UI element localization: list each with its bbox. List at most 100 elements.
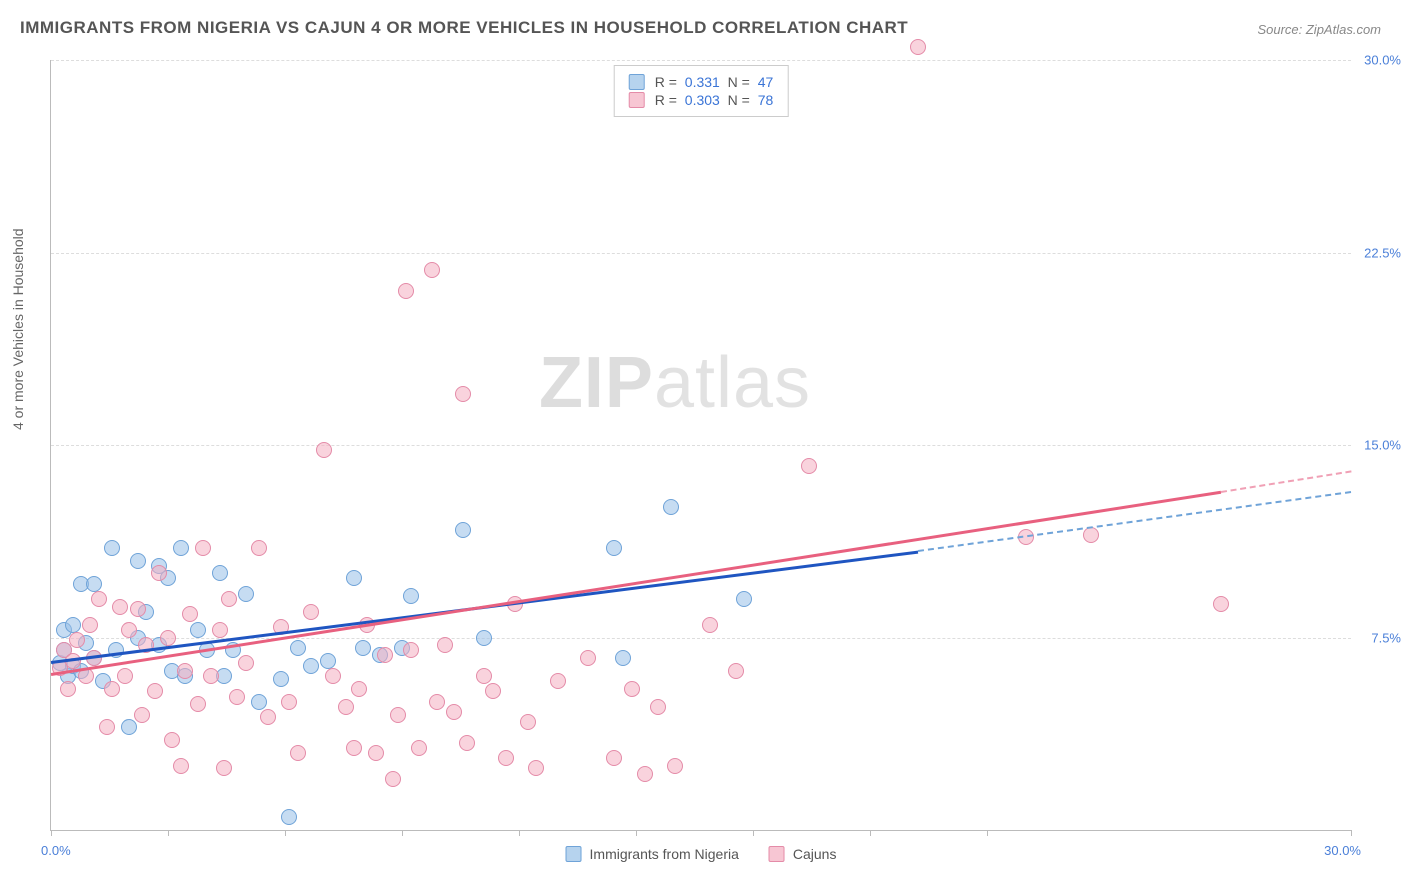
swatch-series-b xyxy=(769,846,785,862)
data-point xyxy=(65,617,81,633)
data-point xyxy=(606,750,622,766)
data-point xyxy=(437,637,453,653)
data-point xyxy=(212,565,228,581)
data-point xyxy=(580,650,596,666)
data-point xyxy=(520,714,536,730)
data-point xyxy=(281,694,297,710)
x-axis-tick xyxy=(285,830,286,836)
data-point xyxy=(606,540,622,556)
trend-line xyxy=(918,491,1352,552)
data-point xyxy=(130,601,146,617)
data-point xyxy=(91,591,107,607)
data-point xyxy=(212,622,228,638)
series-legend: Immigrants from Nigeria Cajuns xyxy=(566,846,837,862)
data-point xyxy=(130,553,146,569)
data-point xyxy=(121,622,137,638)
data-point xyxy=(476,630,492,646)
data-point xyxy=(60,681,76,697)
trend-line xyxy=(51,491,1221,676)
legend-item: Cajuns xyxy=(769,846,837,862)
legend-row: R = 0.331 N = 47 xyxy=(629,74,774,90)
x-axis-tick xyxy=(1351,830,1352,836)
data-point xyxy=(736,591,752,607)
data-point xyxy=(528,760,544,776)
gridline xyxy=(51,60,1351,61)
data-point xyxy=(273,671,289,687)
chart-title: IMMIGRANTS FROM NIGERIA VS CAJUN 4 OR MO… xyxy=(20,18,908,38)
data-point xyxy=(160,630,176,646)
data-point xyxy=(104,681,120,697)
data-point xyxy=(99,719,115,735)
data-point xyxy=(351,681,367,697)
x-axis-tick xyxy=(402,830,403,836)
data-point xyxy=(446,704,462,720)
data-point xyxy=(177,663,193,679)
data-point xyxy=(498,750,514,766)
data-point xyxy=(667,758,683,774)
data-point xyxy=(663,499,679,515)
data-point xyxy=(164,732,180,748)
data-point xyxy=(398,283,414,299)
data-point xyxy=(260,709,276,725)
scatter-plot-area: ZIPatlas R = 0.331 N = 47 R = 0.303 N = … xyxy=(50,60,1351,831)
y-axis-tick-label: 22.5% xyxy=(1364,245,1401,260)
data-point xyxy=(637,766,653,782)
trend-line xyxy=(1221,471,1351,494)
data-point xyxy=(173,758,189,774)
data-point xyxy=(1213,596,1229,612)
swatch-series-a xyxy=(629,74,645,90)
data-point xyxy=(82,617,98,633)
data-point xyxy=(429,694,445,710)
data-point xyxy=(216,760,232,776)
data-point xyxy=(702,617,718,633)
legend-item: Immigrants from Nigeria xyxy=(566,846,739,862)
x-axis-tick xyxy=(51,830,52,836)
x-axis-tick xyxy=(636,830,637,836)
data-point xyxy=(251,540,267,556)
data-point xyxy=(134,707,150,723)
data-point xyxy=(86,576,102,592)
data-point xyxy=(117,668,133,684)
data-point xyxy=(303,604,319,620)
data-point xyxy=(650,699,666,715)
gridline xyxy=(51,445,1351,446)
data-point xyxy=(251,694,267,710)
data-point xyxy=(910,39,926,55)
data-point xyxy=(238,655,254,671)
gridline xyxy=(51,253,1351,254)
data-point xyxy=(338,699,354,715)
data-point xyxy=(411,740,427,756)
data-point xyxy=(112,599,128,615)
data-point xyxy=(173,540,189,556)
x-axis-tick xyxy=(519,830,520,836)
x-axis-tick xyxy=(987,830,988,836)
data-point xyxy=(377,647,393,663)
x-axis-min-label: 0.0% xyxy=(41,843,71,858)
data-point xyxy=(801,458,817,474)
swatch-series-b xyxy=(629,92,645,108)
x-axis-tick xyxy=(753,830,754,836)
data-point xyxy=(1083,527,1099,543)
data-point xyxy=(424,262,440,278)
data-point xyxy=(190,622,206,638)
data-point xyxy=(104,540,120,556)
data-point xyxy=(121,719,137,735)
data-point xyxy=(346,570,362,586)
data-point xyxy=(195,540,211,556)
data-point xyxy=(182,606,198,622)
y-axis-tick-label: 15.0% xyxy=(1364,438,1401,453)
x-axis-tick xyxy=(870,830,871,836)
correlation-legend: R = 0.331 N = 47 R = 0.303 N = 78 xyxy=(614,65,789,117)
y-axis-label: 4 or more Vehicles in Household xyxy=(10,228,26,430)
data-point xyxy=(147,683,163,699)
x-axis-tick xyxy=(168,830,169,836)
data-point xyxy=(403,588,419,604)
data-point xyxy=(325,668,341,684)
data-point xyxy=(459,735,475,751)
data-point xyxy=(368,745,384,761)
x-axis-max-label: 30.0% xyxy=(1324,843,1361,858)
legend-row: R = 0.303 N = 78 xyxy=(629,92,774,108)
data-point xyxy=(320,653,336,669)
data-point xyxy=(303,658,319,674)
watermark: ZIPatlas xyxy=(539,342,811,424)
